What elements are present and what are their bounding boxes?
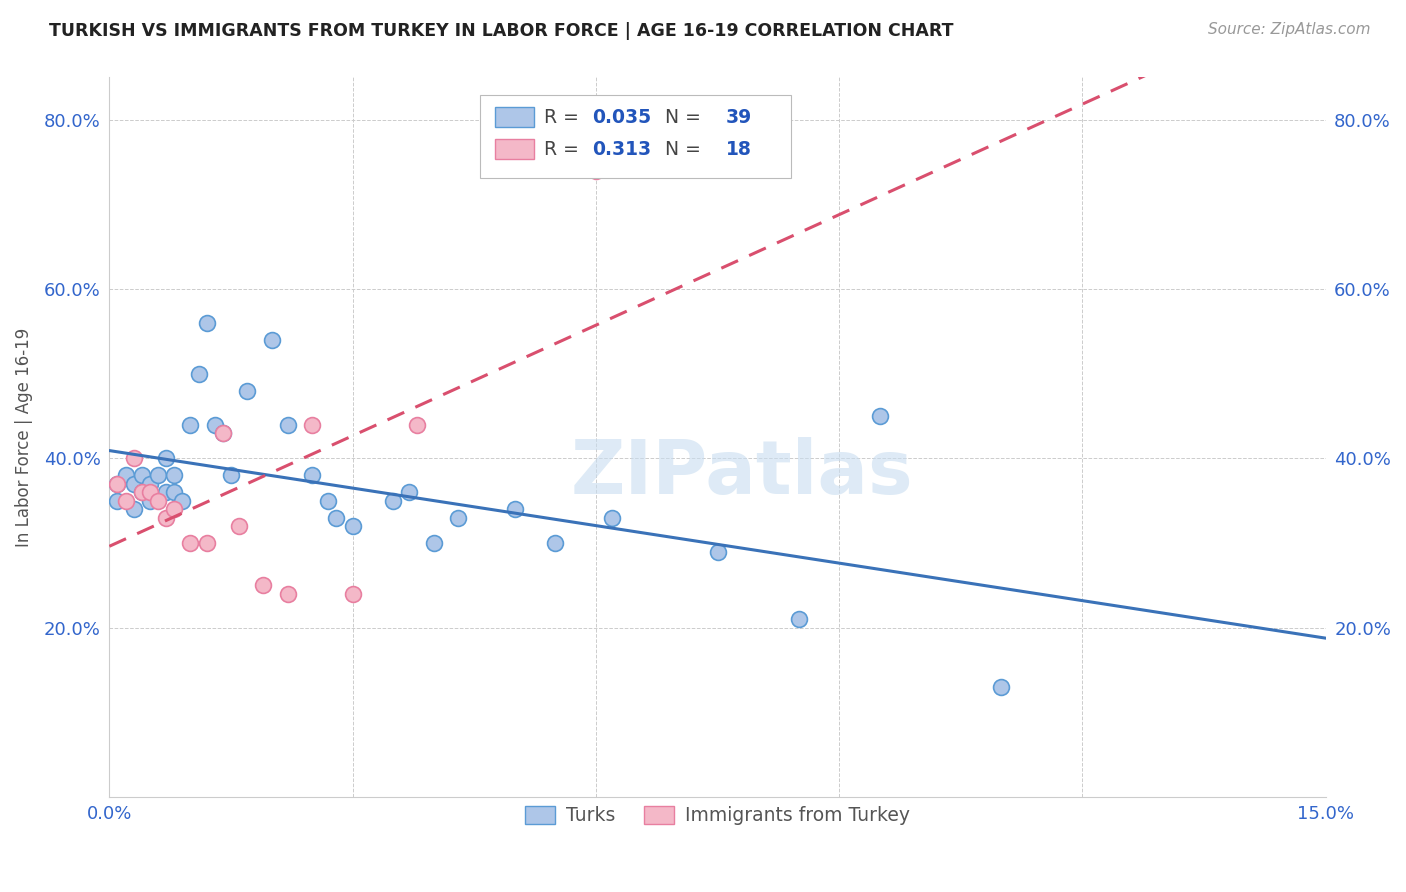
Point — [342, 587, 364, 601]
Point — [155, 510, 177, 524]
Point — [212, 425, 235, 440]
Point — [122, 502, 145, 516]
Point — [706, 544, 728, 558]
Point — [219, 468, 242, 483]
Point — [585, 163, 607, 178]
Point — [382, 493, 405, 508]
Point — [139, 493, 162, 508]
Point — [122, 451, 145, 466]
Text: Source: ZipAtlas.com: Source: ZipAtlas.com — [1208, 22, 1371, 37]
Point — [398, 485, 420, 500]
Point — [544, 536, 567, 550]
Point — [869, 409, 891, 423]
Point — [163, 502, 186, 516]
Point — [195, 536, 218, 550]
Point — [155, 485, 177, 500]
Point — [114, 493, 136, 508]
Point — [252, 578, 274, 592]
Text: R =: R = — [544, 108, 585, 127]
Point — [447, 510, 470, 524]
Point — [139, 485, 162, 500]
Text: R =: R = — [544, 140, 585, 159]
Point — [277, 417, 299, 432]
Point — [503, 502, 526, 516]
Point — [325, 510, 347, 524]
Text: N =: N = — [652, 108, 707, 127]
FancyBboxPatch shape — [481, 95, 790, 178]
Point — [107, 476, 129, 491]
FancyBboxPatch shape — [495, 139, 534, 160]
Point — [107, 493, 129, 508]
Point — [228, 519, 250, 533]
Point — [422, 536, 444, 550]
Point — [787, 612, 810, 626]
Text: 0.313: 0.313 — [592, 140, 651, 159]
Point — [301, 468, 323, 483]
Point — [195, 316, 218, 330]
Point — [179, 417, 201, 432]
Point — [277, 587, 299, 601]
Point — [122, 476, 145, 491]
Point — [236, 384, 259, 398]
Point — [155, 451, 177, 466]
Legend: Turks, Immigrants from Turkey: Turks, Immigrants from Turkey — [516, 797, 920, 835]
Point — [990, 680, 1012, 694]
Text: 39: 39 — [725, 108, 752, 127]
Point — [146, 468, 169, 483]
Point — [301, 417, 323, 432]
Point — [172, 493, 194, 508]
Point — [163, 468, 186, 483]
Point — [600, 510, 623, 524]
Point — [204, 417, 226, 432]
Text: TURKISH VS IMMIGRANTS FROM TURKEY IN LABOR FORCE | AGE 16-19 CORRELATION CHART: TURKISH VS IMMIGRANTS FROM TURKEY IN LAB… — [49, 22, 953, 40]
Point — [146, 493, 169, 508]
Point — [131, 468, 153, 483]
Text: ZIPatlas: ZIPatlas — [571, 437, 914, 509]
Point — [114, 468, 136, 483]
Point — [212, 425, 235, 440]
Point — [131, 485, 153, 500]
Point — [163, 485, 186, 500]
Point — [131, 485, 153, 500]
Point — [107, 476, 129, 491]
Text: N =: N = — [652, 140, 707, 159]
Point — [342, 519, 364, 533]
Point — [406, 417, 429, 432]
Point — [187, 367, 209, 381]
FancyBboxPatch shape — [495, 107, 534, 127]
Text: 0.035: 0.035 — [592, 108, 651, 127]
Point — [139, 476, 162, 491]
Y-axis label: In Labor Force | Age 16-19: In Labor Force | Age 16-19 — [15, 327, 32, 547]
Text: 18: 18 — [725, 140, 752, 159]
Point — [260, 333, 283, 347]
Point — [179, 536, 201, 550]
Point — [316, 493, 339, 508]
